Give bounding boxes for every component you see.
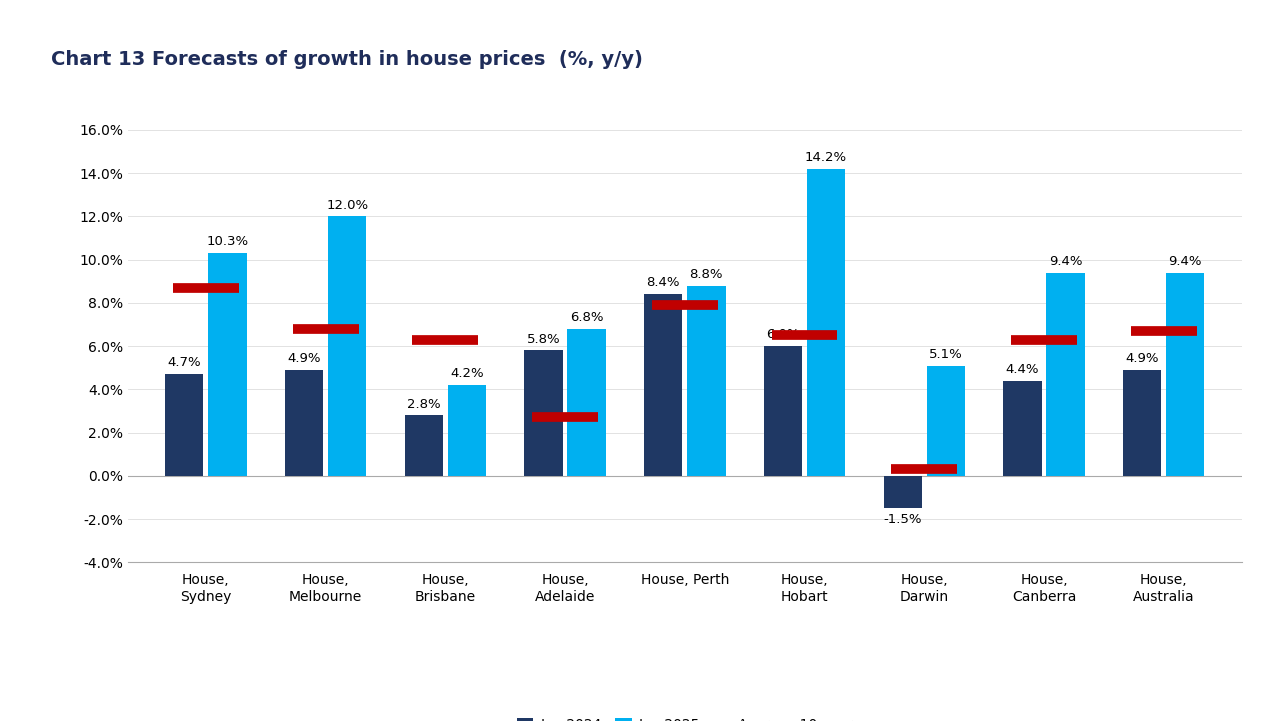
Bar — [644, 294, 682, 476]
Text: 8.8%: 8.8% — [690, 267, 723, 280]
Text: 5.8%: 5.8% — [526, 332, 561, 345]
Bar — [285, 370, 323, 476]
Text: 2.8%: 2.8% — [407, 397, 440, 410]
Text: 4.2%: 4.2% — [451, 367, 484, 380]
Bar — [687, 286, 726, 476]
Legend: Jun-2024, Jun-2025, Average 10-year: Jun-2024, Jun-2025, Average 10-year — [511, 712, 859, 721]
Bar — [404, 415, 443, 476]
Bar — [764, 346, 803, 476]
Text: 4.4%: 4.4% — [1006, 363, 1039, 376]
Text: 9.4%: 9.4% — [1169, 255, 1202, 267]
Text: 4.7%: 4.7% — [168, 356, 201, 369]
Bar — [806, 169, 845, 476]
Text: 9.4%: 9.4% — [1048, 255, 1083, 267]
Bar — [209, 253, 247, 476]
Bar — [567, 329, 605, 476]
Bar — [883, 476, 922, 508]
Bar — [1047, 273, 1084, 476]
Bar — [525, 350, 563, 476]
Text: 12.0%: 12.0% — [326, 198, 369, 211]
Bar — [328, 216, 366, 476]
Bar — [165, 374, 204, 476]
Text: 14.2%: 14.2% — [805, 151, 847, 164]
Text: 8.4%: 8.4% — [646, 276, 680, 289]
Bar — [1166, 273, 1204, 476]
Text: Chart 13 Forecasts of growth in house prices  (%, y/y): Chart 13 Forecasts of growth in house pr… — [51, 50, 643, 69]
Text: 4.9%: 4.9% — [1125, 352, 1158, 365]
Bar — [927, 366, 965, 476]
Text: 10.3%: 10.3% — [206, 235, 248, 248]
Bar — [448, 385, 486, 476]
Text: 5.1%: 5.1% — [929, 348, 963, 360]
Text: 6.0%: 6.0% — [767, 328, 800, 341]
Text: 6.8%: 6.8% — [570, 311, 603, 324]
Text: 4.9%: 4.9% — [287, 352, 321, 365]
Text: -1.5%: -1.5% — [883, 513, 922, 526]
Bar — [1123, 370, 1161, 476]
Bar — [1004, 381, 1042, 476]
